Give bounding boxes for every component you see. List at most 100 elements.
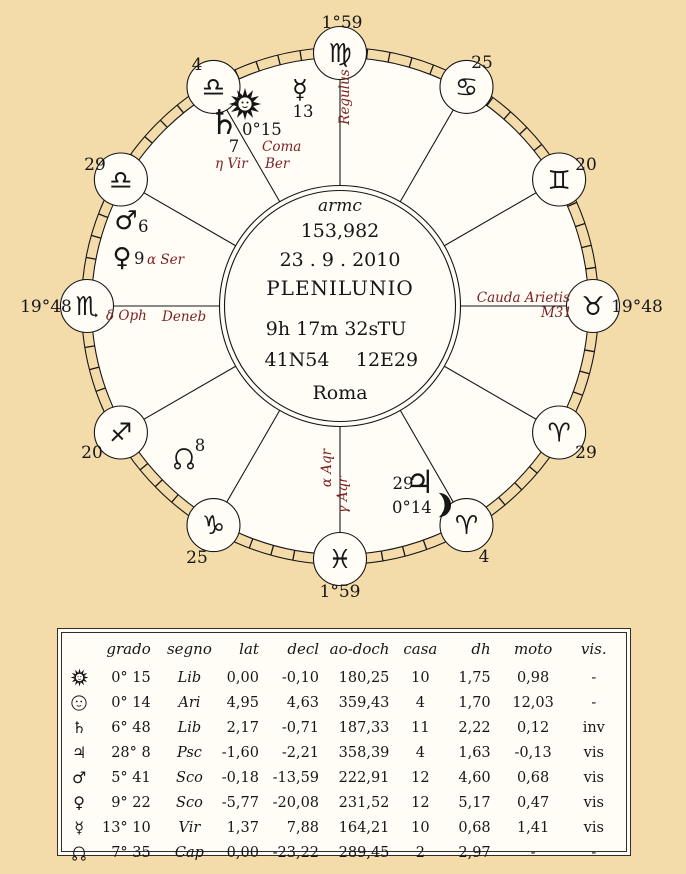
cusp-ic: ♓ bbox=[312, 531, 368, 587]
venus-icon: ♀ bbox=[73, 793, 86, 812]
cell-decl: -0,10 bbox=[281, 669, 320, 686]
cell-lat: -1,60 bbox=[221, 744, 259, 761]
cell-dh: 0,68 bbox=[458, 819, 491, 836]
aries-icon: ♈ bbox=[455, 511, 478, 541]
header-vis: vis. bbox=[580, 640, 607, 658]
cell-ao-doch: 180,25 bbox=[338, 669, 390, 686]
cell-dh: 1,63 bbox=[458, 744, 491, 761]
cell-casa: 10 bbox=[411, 669, 430, 686]
cell-vis: - bbox=[591, 844, 597, 861]
table-row-mercury: ☿ 13° 10 Vir 1,37 7,88 164,21 10 0,68 1,… bbox=[62, 815, 626, 840]
table-row-mars: ♂ 5° 41 Sco -0,18 -13,59 222,91 12 4,60 … bbox=[62, 765, 626, 790]
zodiac-cusp-circles: ♍ ♎ ♎ ♏ ♐ ♑ ♓ ♈ ♈ ♉ ♊ ♋ bbox=[59, 25, 621, 587]
table-row-venus: ♀ 9° 22 Sco -5,77 -20,08 231,52 12 5,17 … bbox=[62, 790, 626, 815]
cusp-3: ♑ bbox=[186, 498, 241, 553]
mercury-icon: ☿ bbox=[292, 75, 308, 105]
armc-label: armc bbox=[318, 196, 362, 216]
star-gamma-aqr: γ Aqr bbox=[335, 475, 351, 514]
cell-vis: inv bbox=[582, 719, 605, 736]
cusp-mc: ♍ bbox=[312, 25, 368, 81]
cell-decl: -2,21 bbox=[281, 744, 320, 761]
cusp-degree-labels: 1°59 4 29 19°48 20 25 1°59 4 29 19°48 20… bbox=[20, 13, 663, 602]
chart-time: 9h 17m 32s bbox=[266, 318, 379, 340]
header-segno: segno bbox=[166, 640, 212, 658]
cusp9-degree: 25 bbox=[471, 53, 493, 73]
cell-casa: 12 bbox=[411, 794, 430, 811]
center-circle-inner bbox=[223, 189, 457, 423]
cell-moto: 0,98 bbox=[516, 669, 550, 686]
cell-casa: 12 bbox=[411, 769, 430, 786]
cell-lat: 2,17 bbox=[226, 719, 259, 736]
cell-dh: 2,97 bbox=[458, 844, 491, 861]
saturn-degree: 7 bbox=[229, 137, 240, 156]
planet-table-frame: grado segno lat decl ao-doch casa dh mot… bbox=[57, 628, 631, 861]
cell-decl: 4,63 bbox=[286, 694, 320, 711]
cusp-11: ♎ bbox=[186, 59, 241, 114]
cusp-asc: ♏ bbox=[59, 278, 115, 334]
sun-degree: 0°15 bbox=[242, 120, 282, 139]
cell-ao-doch: 359,43 bbox=[338, 694, 390, 711]
virgo-icon: ♍ bbox=[328, 39, 351, 69]
star-eta-vir: η Vir bbox=[215, 156, 249, 172]
cell-grado: 5° 41 bbox=[111, 769, 151, 786]
pisces-icon: ♓ bbox=[328, 545, 351, 575]
asc-degree: 19°48 bbox=[20, 297, 72, 317]
cell-grado: 0° 14 bbox=[111, 694, 151, 711]
chart-longitude: 12E29 bbox=[356, 349, 418, 371]
mc-degree: 1°59 bbox=[322, 13, 363, 33]
cell-vis: - bbox=[591, 694, 597, 711]
table-header-row: grado segno lat decl ao-doch casa dh mot… bbox=[62, 633, 626, 665]
cell-casa: 11 bbox=[411, 719, 430, 736]
table-row-node: 7° 35 Cap 0,00 -23,22 289,45 2 2,97 - - bbox=[62, 840, 626, 865]
libra-icon: ♎ bbox=[109, 166, 132, 196]
star-m31: M31 bbox=[540, 305, 572, 321]
header-ao-doch: ao-doch bbox=[329, 640, 390, 658]
cell-segno: Lib bbox=[177, 719, 202, 736]
cell-grado: 0° 15 bbox=[111, 669, 151, 686]
cell-dh: 2,22 bbox=[458, 719, 491, 736]
chart-planets: ☿ 13 ♄ 7 0°15 ♂ 6 ♀ 9 8 ♃ 29 0°14 bbox=[112, 75, 452, 518]
venus-icon: ♀ bbox=[112, 243, 131, 273]
cell-casa: 10 bbox=[411, 819, 430, 836]
cell-ao-doch: 222,91 bbox=[338, 769, 390, 786]
cell-segno: Lib bbox=[177, 669, 202, 686]
chart-city: Roma bbox=[312, 382, 367, 404]
cell-lat: -0,18 bbox=[221, 769, 259, 786]
ic-degree: 1°59 bbox=[320, 582, 361, 602]
cell-decl: -0,71 bbox=[281, 719, 320, 736]
chart-timezone: TU bbox=[378, 318, 407, 340]
cell-decl: -23,22 bbox=[272, 844, 320, 861]
cell-vis: vis bbox=[583, 819, 604, 836]
star-coma: Coma bbox=[262, 139, 301, 155]
cell-moto: -0,13 bbox=[514, 744, 552, 761]
table-row-moon: 0° 14 Ari 4,95 4,63 359,43 4 1,70 12,03 … bbox=[62, 690, 626, 715]
cell-casa: 4 bbox=[415, 694, 425, 711]
mars-degree: 6 bbox=[138, 217, 149, 236]
mars-icon: ♂ bbox=[114, 206, 137, 236]
cell-lat: 1,37 bbox=[226, 819, 259, 836]
cell-decl: -20,08 bbox=[272, 794, 320, 811]
cusp6-degree: 29 bbox=[575, 443, 597, 463]
scorpio-icon: ♏ bbox=[75, 292, 98, 322]
table-row-saturn: ♄ 6° 48 Lib 2,17 -0,71 187,33 11 2,22 0,… bbox=[62, 715, 626, 740]
cusp-12: ♎ bbox=[93, 152, 148, 207]
header-grado: grado bbox=[106, 640, 151, 658]
star-cauda-arietis: Cauda Arietis bbox=[477, 290, 570, 306]
fixed-star-labels: Regulus Coma Ber η Vir α Ser δ Oph Deneb… bbox=[106, 69, 572, 513]
header-moto: moto bbox=[513, 640, 553, 658]
table-row-sun: 0° 15 Lib 0,00 -0,10 180,25 10 1,75 0,98… bbox=[62, 665, 626, 690]
mercury-icon: ☿ bbox=[74, 818, 85, 837]
cell-segno: Sco bbox=[176, 769, 203, 786]
cusp8-degree: 20 bbox=[575, 155, 597, 175]
cell-lat: 4,95 bbox=[226, 694, 259, 711]
cell-casa: 2 bbox=[415, 844, 425, 861]
cell-lat: 0,00 bbox=[226, 844, 259, 861]
star-ber: Ber bbox=[264, 156, 291, 172]
cell-lat: 0,00 bbox=[226, 669, 259, 686]
armc-value: 153,982 bbox=[301, 220, 380, 242]
cell-vis: vis bbox=[583, 744, 604, 761]
cell-dh: 4,60 bbox=[458, 769, 491, 786]
cell-decl: 7,88 bbox=[286, 819, 320, 836]
cancer-icon: ♋ bbox=[455, 73, 478, 103]
star-alpha-ser: α Ser bbox=[147, 252, 186, 268]
